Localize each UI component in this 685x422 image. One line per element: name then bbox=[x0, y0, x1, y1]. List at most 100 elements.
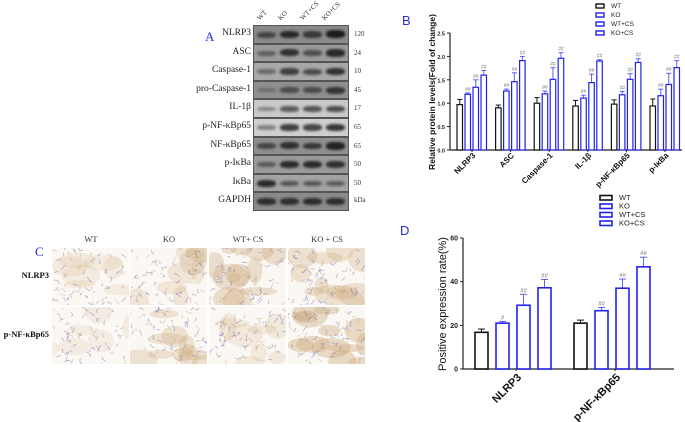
legend-swatch bbox=[595, 3, 605, 9]
bar bbox=[636, 266, 651, 370]
bar bbox=[673, 67, 681, 151]
legend-swatch bbox=[595, 30, 605, 36]
y-tick-label: 60 bbox=[450, 236, 458, 243]
y-axis-label: Relative protein levels(Fold of change) bbox=[427, 14, 437, 170]
bar bbox=[456, 104, 464, 151]
bar bbox=[557, 57, 565, 151]
wb-band bbox=[280, 30, 299, 38]
wb-band bbox=[257, 198, 276, 206]
wb-band bbox=[303, 180, 322, 187]
bar bbox=[495, 322, 510, 370]
y-tick-label: 0.5 bbox=[437, 125, 445, 131]
bar bbox=[573, 322, 588, 370]
wb-band bbox=[280, 124, 299, 131]
significance-mark: ## bbox=[619, 273, 626, 279]
wb-band bbox=[326, 105, 345, 112]
significance-mark: ## bbox=[658, 83, 664, 89]
wb-band bbox=[257, 88, 276, 93]
significance-mark: ## bbox=[481, 64, 487, 70]
wb-band bbox=[257, 106, 276, 112]
wb-row-label: GAPDH bbox=[218, 195, 251, 206]
y-tick-label: 40 bbox=[450, 279, 458, 286]
wb-band bbox=[303, 160, 322, 169]
significance-mark: ## bbox=[597, 54, 603, 60]
bar bbox=[594, 309, 609, 370]
bar bbox=[615, 287, 630, 370]
significance-mark: ## bbox=[619, 86, 625, 92]
wb-kda-value: 45 bbox=[354, 85, 361, 94]
significance-mark: ## bbox=[520, 50, 526, 56]
significance-mark: ## bbox=[674, 55, 680, 61]
significance-mark: ## bbox=[512, 67, 518, 73]
bar bbox=[510, 81, 518, 151]
bar bbox=[665, 83, 673, 151]
wb-band bbox=[303, 105, 322, 112]
legend-swatch bbox=[599, 211, 613, 218]
wb-row-label: NF-κBp65 bbox=[210, 139, 251, 150]
wb-row-label: Caspase-1 bbox=[211, 65, 251, 76]
histology-column-header: KO bbox=[162, 234, 176, 244]
panel-letter: D bbox=[400, 223, 409, 238]
wb-band bbox=[303, 198, 322, 206]
wb-band bbox=[303, 142, 322, 150]
bar bbox=[472, 86, 480, 151]
histology-image bbox=[130, 248, 207, 305]
wb-kda-value: 24 bbox=[354, 48, 361, 57]
bar bbox=[626, 78, 634, 151]
category-label: NLRP3 bbox=[452, 151, 477, 176]
category-label: p-NF-κBp65 bbox=[594, 151, 633, 190]
legend-label: WT+CS bbox=[611, 21, 635, 28]
wb-blot-strip bbox=[253, 118, 349, 137]
legend-swatch bbox=[595, 12, 605, 18]
significance-mark: # bbox=[501, 315, 505, 321]
wb-band bbox=[280, 180, 299, 187]
wb-band bbox=[280, 160, 299, 169]
histology-image bbox=[209, 248, 286, 305]
wb-row-label: IκBa bbox=[232, 176, 251, 187]
y-tick-label: 20 bbox=[450, 323, 458, 330]
wb-kda-value: 120 bbox=[354, 30, 365, 38]
significance-mark: ## bbox=[598, 301, 605, 307]
bar bbox=[541, 93, 549, 151]
significance-mark: ## bbox=[666, 67, 672, 73]
legend-label: KO+CS bbox=[619, 219, 645, 228]
wb-band bbox=[326, 49, 345, 57]
panel-letter: B bbox=[402, 13, 411, 28]
wb-kda-value: 50 bbox=[354, 160, 361, 169]
wb-band bbox=[257, 179, 276, 187]
wb-band bbox=[326, 161, 345, 169]
legend-swatch bbox=[599, 203, 613, 210]
wb-band bbox=[326, 180, 345, 186]
category-label: p-IκBa bbox=[647, 151, 671, 175]
legend-label: KO bbox=[611, 12, 620, 19]
significance-mark: ## bbox=[542, 85, 548, 91]
histology-row-label: NLRP3 bbox=[21, 270, 49, 280]
wb-blot-strip bbox=[253, 43, 349, 63]
y-tick-label: 0.0 bbox=[437, 149, 445, 155]
significance-mark: ## bbox=[520, 288, 527, 294]
legend-swatch bbox=[595, 21, 605, 27]
panel-a-letter: A bbox=[205, 29, 215, 44]
significance-mark: ## bbox=[581, 89, 587, 95]
bar bbox=[580, 97, 587, 151]
wb-band bbox=[326, 86, 345, 94]
y-tick-label: 1.0 bbox=[437, 102, 445, 108]
wb-band bbox=[280, 142, 299, 150]
panel-c-letter: C bbox=[35, 244, 44, 259]
significance-mark: ## bbox=[640, 251, 647, 257]
wb-kda-value: 50 bbox=[354, 178, 361, 187]
wb-blot-strip bbox=[253, 155, 349, 174]
wb-band bbox=[326, 68, 345, 76]
wb-kda-value: 17 bbox=[354, 104, 361, 113]
histology-column-header: WT+ CS bbox=[232, 234, 264, 244]
wb-kda-value: 65 bbox=[354, 141, 361, 150]
significance-mark: ## bbox=[627, 68, 633, 74]
wb-band bbox=[280, 49, 299, 57]
wb-column-header: WT+CS bbox=[298, 0, 321, 23]
bar bbox=[588, 82, 595, 151]
legend-label: KO+CS bbox=[611, 30, 634, 37]
wb-column-header: KO bbox=[276, 9, 290, 22]
wb-blot-strip bbox=[253, 80, 349, 100]
bar bbox=[649, 105, 657, 151]
